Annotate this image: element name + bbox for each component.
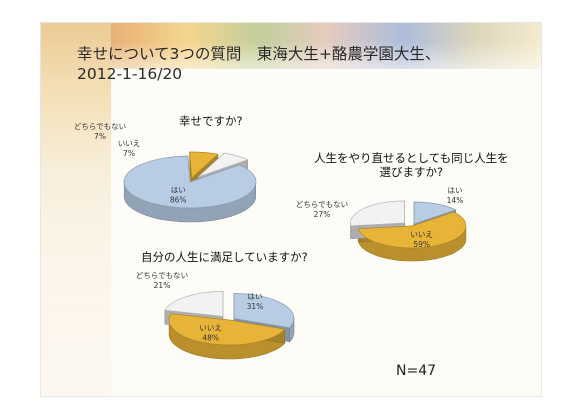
pie2-slice-value-1: 59% — [413, 240, 430, 249]
pie1-slice-value-1: 7% — [123, 149, 135, 158]
decorative-side-strip — [41, 23, 111, 396]
chart2-title-line2: 選びますか? — [379, 165, 444, 179]
decorative-banner — [111, 23, 541, 69]
pie1-slice-label-1: いいえ — [118, 139, 141, 148]
pie2-slice-label-2: どちらでもない — [296, 200, 348, 209]
pie3-slice-0 — [233, 293, 295, 329]
slide-title: 幸せについて3つの質問 東海大生+酪農学園大生、 2012-1-16/20 — [77, 44, 440, 84]
pie3-slice-1 — [168, 313, 286, 346]
pie2-slice-2 — [350, 200, 405, 227]
pie3-slice-label-2: どちらでもない — [136, 271, 188, 280]
sample-size-label: N=47 — [396, 363, 437, 379]
pie1-tops — [123, 151, 257, 209]
pie2-slice-value-2: 27% — [314, 210, 331, 219]
chart2-title-line1: 人生をやり直せるとしても同じ人生を — [314, 151, 509, 165]
pie3-tops — [164, 291, 295, 346]
pie2-slice-0 — [413, 201, 457, 225]
chart3-title: 自分の人生に満足していますか? — [141, 250, 308, 264]
slide-title-line1: 幸せについて3つの質問 東海大生+酪農学園大生、 — [77, 45, 441, 63]
pie2-slice-value-0: 14% — [447, 196, 464, 205]
pie1-slice-label-0: はい — [171, 186, 186, 195]
pie3-slice-label-1: いいえ — [199, 324, 222, 333]
pie1-slice-value-0: 86% — [170, 196, 187, 205]
pie3-slice-label-0: はい — [248, 292, 263, 301]
pie2-tops — [350, 200, 467, 249]
pie3-slice-value-0: 31% — [247, 302, 264, 311]
pie1-slice-value-2: 7% — [94, 132, 106, 141]
chart2-title: 人生をやり直せるとしても同じ人生を 選びますか? — [314, 151, 509, 179]
pie1-slice-1 — [189, 151, 219, 179]
pie2-slice-label-1: いいえ — [410, 230, 433, 239]
pie3-slice-value-1: 48% — [202, 334, 219, 343]
pie1-slice-label-2: どちらでもない — [74, 122, 126, 131]
slide-title-line2: 2012-1-16/20 — [77, 65, 183, 83]
chart1-title: 幸せですか? — [179, 114, 243, 128]
pie1-slice-2 — [197, 152, 249, 178]
pie3-slice-2 — [164, 291, 224, 317]
pie3-slice-value-2: 21% — [154, 281, 171, 290]
pie2-slice-1 — [357, 211, 467, 249]
pie1-slice-0 — [123, 155, 257, 209]
pie2-slice-label-0: はい — [448, 186, 463, 195]
